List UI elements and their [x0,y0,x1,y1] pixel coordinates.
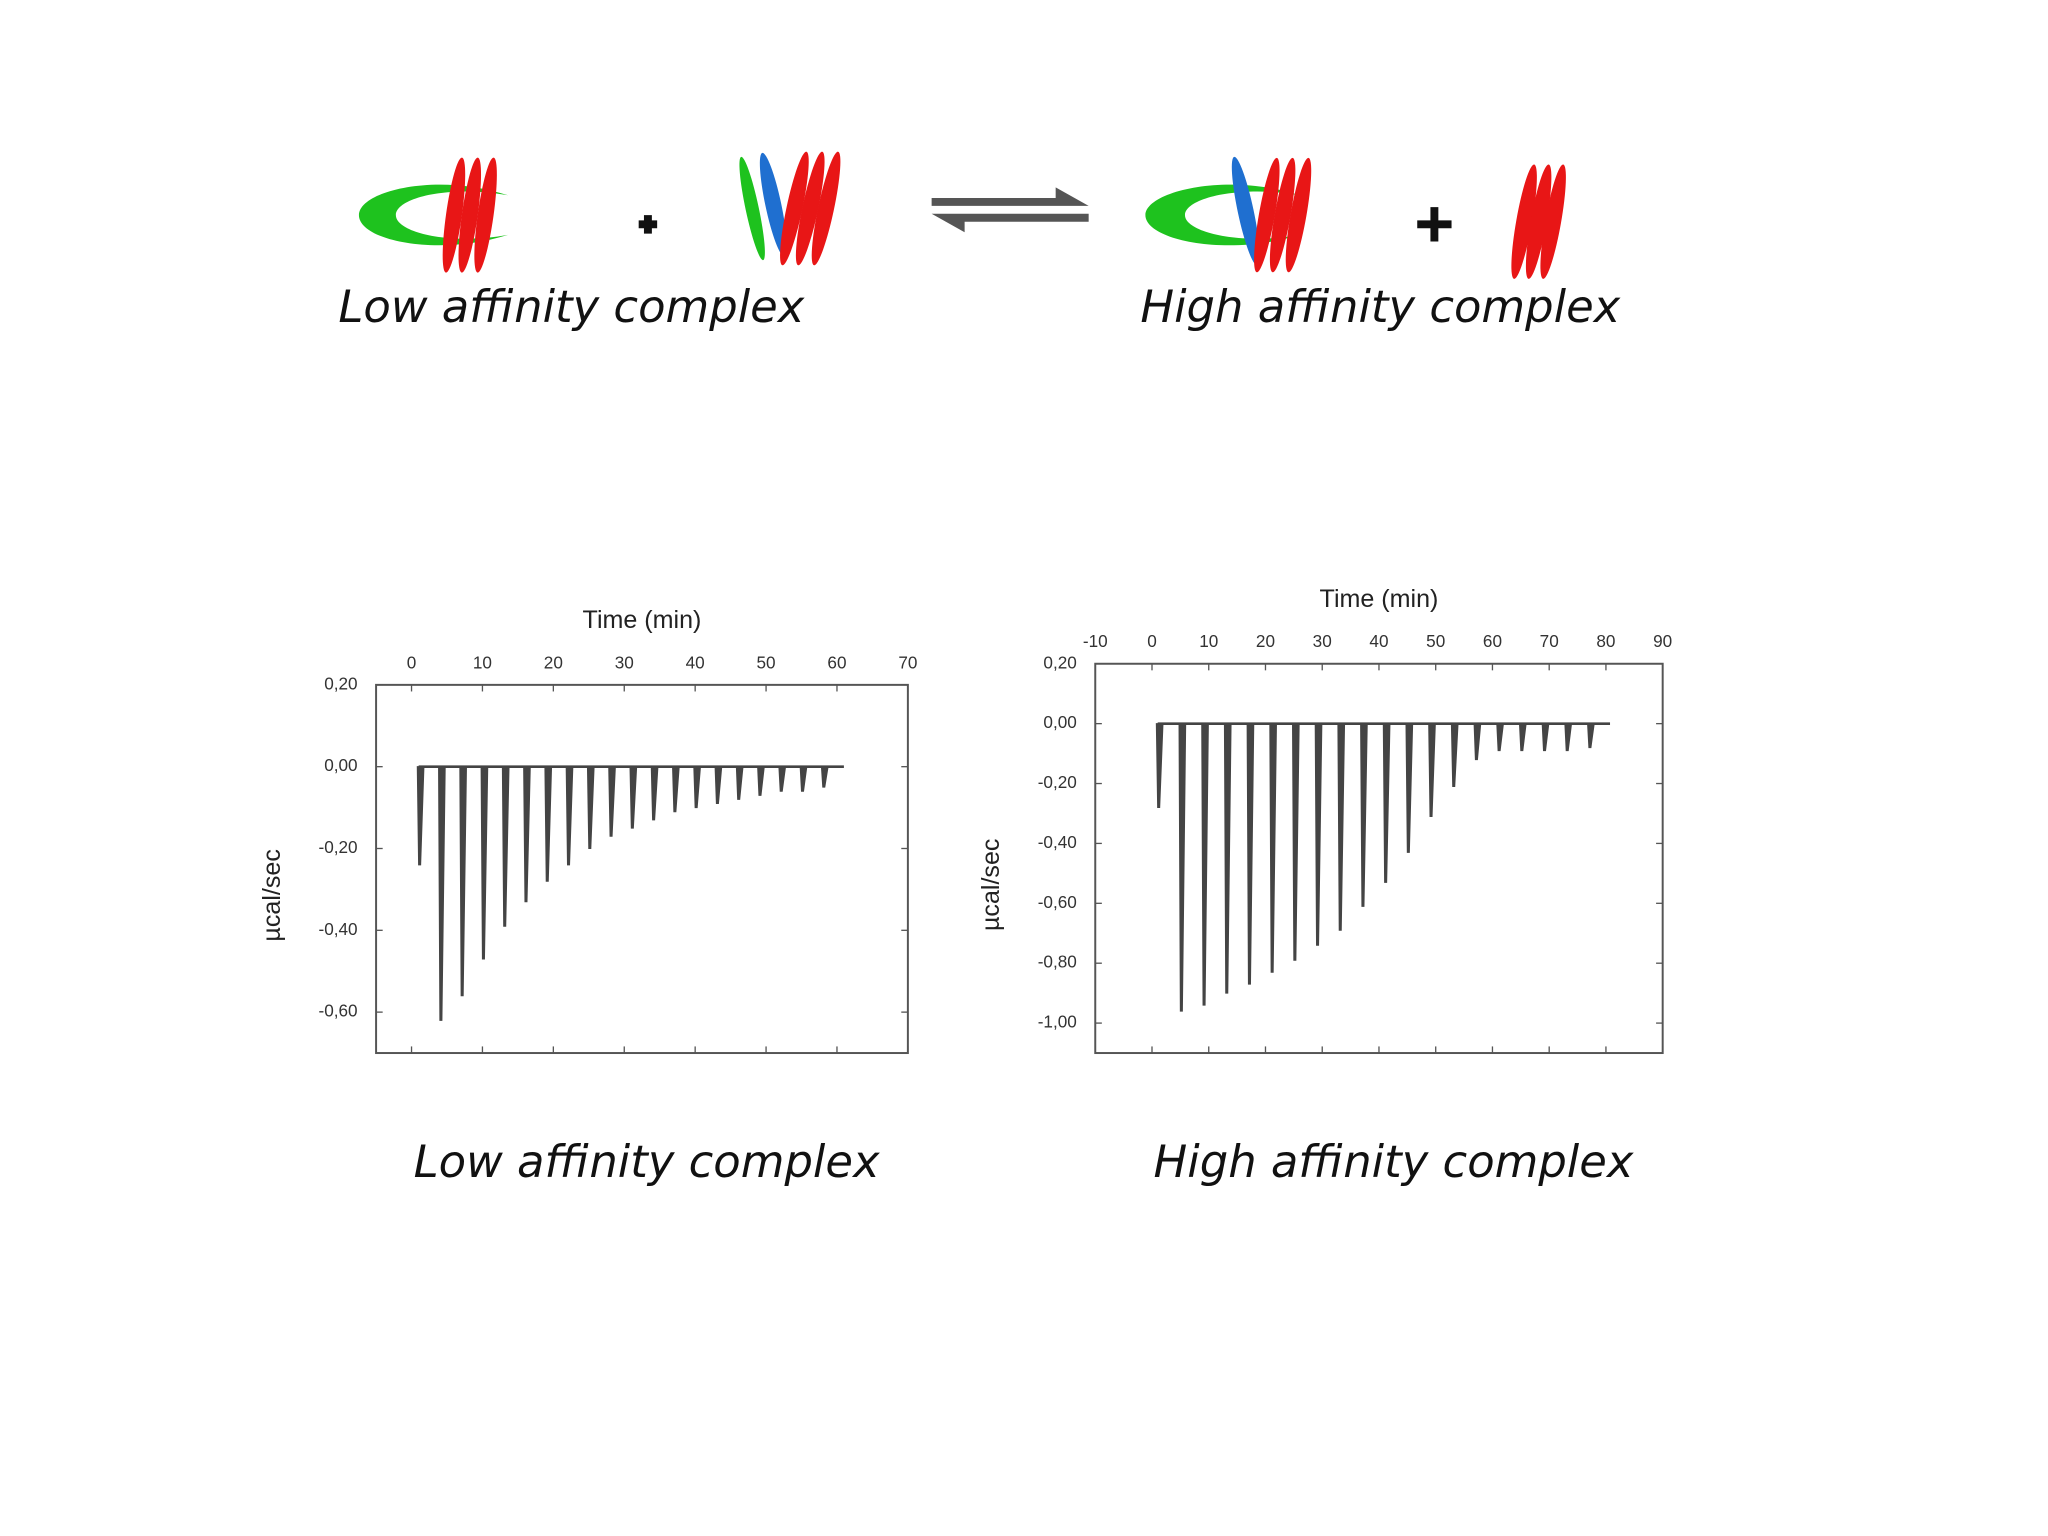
injection-peak [1360,723,1368,907]
x-tick-label: 40 [1369,631,1388,651]
x-tick-label: 0 [407,652,417,672]
injection-peak [1450,723,1459,788]
y-tick-label: -0,60 [319,1001,358,1021]
injection-peak [416,766,425,866]
x-tick-label: 70 [898,652,917,672]
right-complex-icon [1145,156,1312,273]
injection-peak [799,766,808,792]
released-ligand-icon [1511,164,1566,279]
injection-peak [586,766,595,850]
injection-peak [1587,723,1595,749]
x-tick-label: 70 [1540,631,1559,651]
diagram-label: Low affinity complex [338,280,804,333]
injection-peak [1496,723,1505,752]
x-axis-label: Time (min) [583,606,702,634]
x-tick-label: 90 [1653,631,1672,651]
injection-peak [1314,723,1323,946]
y-tick-label: 0,20 [1043,652,1076,672]
y-tick-label: 0,00 [324,755,357,775]
injection-peak [1269,723,1277,973]
injection-peak [1564,723,1573,752]
chart-caption: Low affinity complex [414,1135,880,1188]
injection-peak [1246,723,1255,985]
injection-peak [1223,723,1232,994]
x-tick-label: 10 [1199,631,1218,651]
x-tick-label: -10 [1083,631,1108,651]
y-tick-label: -0,40 [1038,832,1077,852]
chart-caption: High affinity complex [1154,1135,1634,1188]
injection-peak [629,766,638,829]
injection-peak [1155,723,1164,809]
left-complex-icon [358,157,509,273]
plot-frame [375,683,909,1055]
y-tick-label: -1,00 [1038,1012,1077,1032]
x-tick-label: 60 [1483,631,1502,651]
injection-peak [501,766,510,927]
x-tick-label: 60 [827,652,846,672]
x-tick-label: 20 [544,652,563,672]
x-tick-label: 20 [1256,631,1275,651]
injection-peak [1541,723,1550,752]
x-tick-label: 80 [1596,631,1615,651]
injection-peak [693,766,702,809]
injection-peak [1405,723,1414,853]
injection-peak [672,766,680,813]
injection-peak [523,766,531,903]
injection-peak [1201,723,1209,1006]
injection-peak [459,766,467,997]
y-tick-label: 0,20 [324,673,357,693]
injection-peak [1473,723,1482,761]
y-tick-label: -0,60 [1038,892,1077,912]
injection-peak [608,766,616,837]
injection-peak [480,766,489,960]
free-ligand-icon [739,151,841,266]
injection-peak [1292,723,1300,961]
injection-peak [438,766,446,1021]
injection-peak [1337,723,1346,931]
injection-peak [735,766,744,800]
plus [1417,207,1452,242]
injection-peak [544,766,553,882]
injection-peak [757,766,765,796]
injection-peak [1178,723,1187,1012]
injection-peak [1518,723,1527,752]
x-tick-label: 30 [615,652,634,672]
diagram-label: High affinity complex [1140,280,1620,333]
injection-peak [820,766,829,788]
injection-peak [778,766,787,792]
injection-peak [714,766,723,805]
injection-peak [565,766,574,866]
y-tick-label: -0,20 [319,837,358,857]
injection-peak [650,766,659,821]
y-tick-label: -0,40 [319,919,358,939]
equilibrium-arrows [931,187,1089,233]
x-tick-label: 10 [473,652,492,672]
y-axis-label: µcal/sec [977,839,1005,931]
x-tick-label: 40 [686,652,705,672]
injection-peak [1382,723,1391,883]
plus [638,215,658,234]
y-tick-label: 0,00 [1043,712,1076,732]
injection-peak [1428,723,1436,817]
x-tick-label: 50 [1426,631,1445,651]
y-axis-label: µcal/sec [258,849,286,941]
y-tick-label: -0,20 [1038,772,1077,792]
x-tick-label: 0 [1147,631,1157,651]
x-axis-label: Time (min) [1320,585,1439,613]
y-tick-label: -0,80 [1038,952,1077,972]
x-tick-label: 50 [757,652,776,672]
x-tick-label: 30 [1313,631,1332,651]
